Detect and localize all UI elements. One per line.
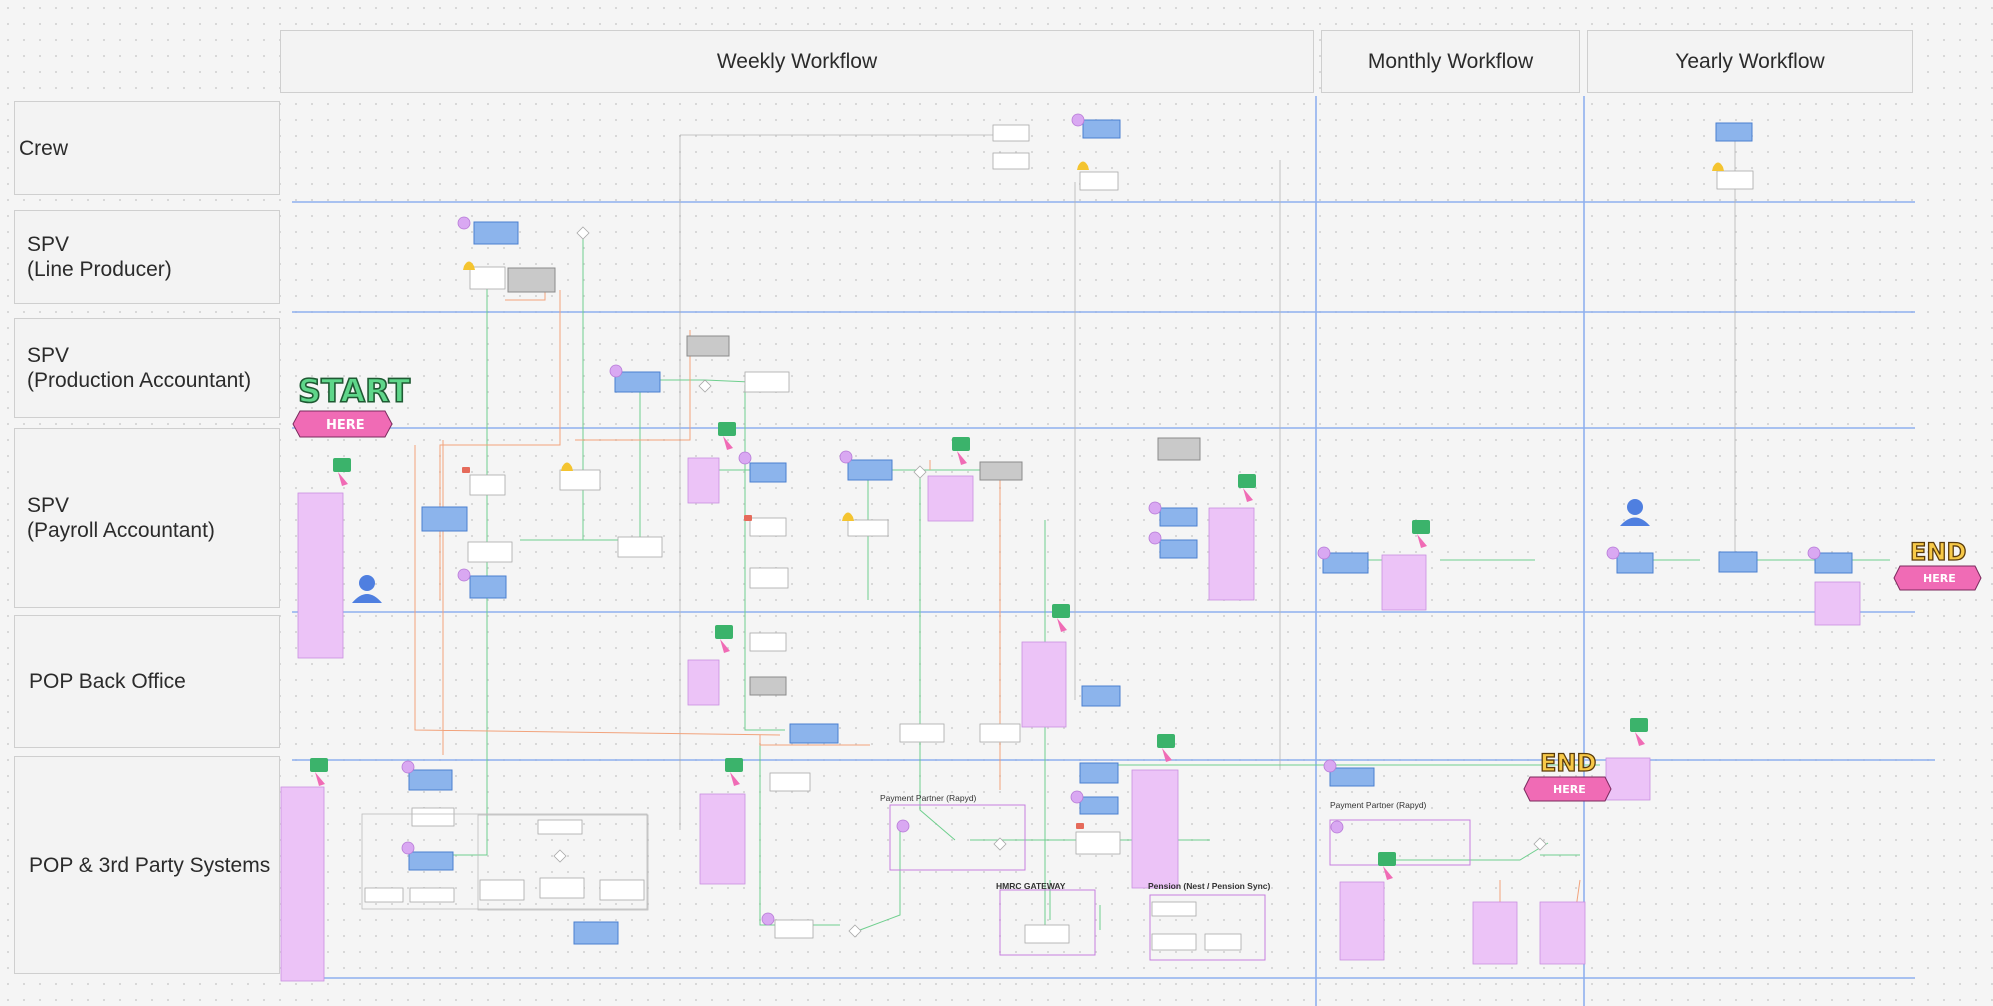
group-title-rapyd-weekly: Payment Partner (Rapyd) (880, 793, 977, 803)
end-here-sticker-monthly: END HERE (1523, 748, 1612, 802)
start-here-sticker: START HERE (292, 371, 411, 438)
end-here-yearly: HERE (1923, 572, 1956, 585)
start-here: HERE (326, 418, 365, 433)
lane-spv-line-producer: SPV (Line Producer) (14, 210, 280, 304)
avatars (401, 113, 1821, 926)
end-here-monthly: HERE (1553, 783, 1586, 796)
monthly-workflow-header: Monthly Workflow (1321, 30, 1580, 93)
decision-diamonds (553, 226, 1547, 938)
lock-icon (462, 467, 1084, 829)
lane-dividers (292, 96, 1935, 1006)
group-title-hmrc-gateway: HMRC GATEWAY (996, 881, 1066, 891)
group-title-pension: Pension (Nest / Pension Sync) (1148, 881, 1271, 891)
start-word: START (298, 372, 410, 410)
flag-stickers (310, 422, 1648, 880)
end-here-sticker-yearly: END HERE (1893, 537, 1982, 591)
end-word-yearly: END (1910, 538, 1966, 566)
end-word-monthly: END (1540, 749, 1596, 777)
bell-icon (463, 161, 1724, 521)
lane-spv-production-accountant: SPV (Production Accountant) (14, 318, 280, 418)
person-icon (352, 575, 382, 603)
system-boxes[interactable] (507, 267, 1201, 696)
lane-pop-3rd-party-systems: POP & 3rd Party Systems (14, 756, 280, 974)
person-icon-yearly (1620, 499, 1650, 526)
group-containers (361, 813, 649, 911)
lane-pop-back-office: POP Back Office (14, 615, 280, 748)
sticky-notes[interactable] (280, 457, 1861, 982)
group-title-rapyd-monthly: Payment Partner (Rapyd) (1330, 800, 1427, 810)
yearly-workflow-header: Yearly Workflow (1587, 30, 1913, 93)
lane-spv-payroll-accountant: SPV (Payroll Accountant) (14, 428, 280, 608)
weekly-workflow-header: Weekly Workflow (280, 30, 1314, 93)
process-boxes[interactable] (408, 119, 1853, 945)
lane-crew: Crew (14, 101, 280, 195)
status-boxes[interactable] (364, 124, 1754, 951)
